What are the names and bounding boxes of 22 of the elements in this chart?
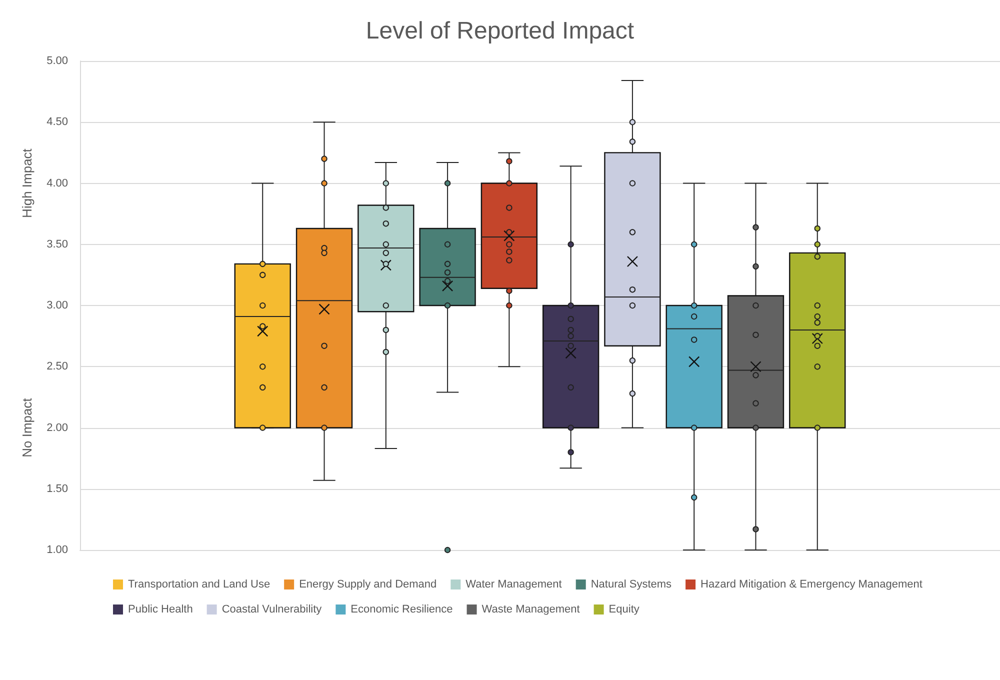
y-tick-label: 4.00: [46, 177, 68, 190]
legend-label: Public Health: [128, 604, 193, 616]
chart-title: Level of Reported Impact: [366, 18, 634, 44]
legend-label: Waste Management: [482, 604, 580, 616]
legend-label: Natural Systems: [590, 578, 672, 590]
legend-label: Coastal Vulnerability: [222, 604, 322, 616]
y-tick-label: 2.50: [46, 360, 68, 373]
y-tick-label: 4.50: [46, 116, 68, 128]
y-tick-label: 5.00: [46, 55, 68, 67]
y-tick-label: 3.00: [46, 300, 68, 312]
text: High Impact: [20, 148, 34, 218]
legend-label: Economic Resilience: [350, 604, 453, 616]
y-tick-label: 2.00: [46, 422, 68, 434]
text: No Impact: [20, 398, 34, 458]
y-tick-label: 3.50: [46, 238, 68, 250]
y-tick-label: 1.00: [46, 544, 68, 556]
legend-label: Energy Supply and Demand: [299, 578, 437, 590]
legend-label: Hazard Mitigation & Emergency Management: [700, 578, 922, 590]
legend-label: Equity: [608, 604, 640, 616]
legend-label: Transportation and Land Use: [128, 578, 270, 590]
y-tick-label: 1.50: [46, 482, 68, 495]
legend-label: Water Management: [466, 578, 562, 590]
